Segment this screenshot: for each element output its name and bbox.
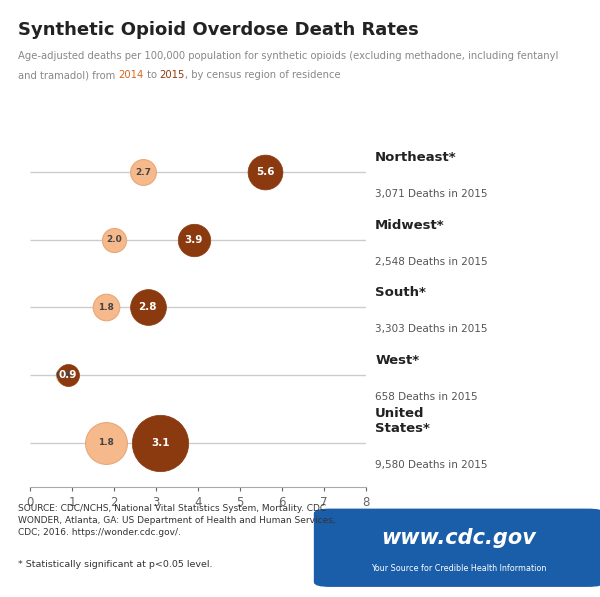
Text: 0.9: 0.9 — [59, 370, 77, 380]
Text: 9,580 Deaths in 2015: 9,580 Deaths in 2015 — [375, 460, 488, 469]
Text: 2.0: 2.0 — [106, 235, 122, 244]
Point — [101, 438, 110, 447]
Point — [63, 370, 73, 380]
Point — [143, 303, 152, 312]
Text: South*: South* — [375, 287, 426, 299]
Point — [155, 438, 165, 447]
Text: 1.8: 1.8 — [98, 438, 113, 447]
Text: 2,548 Deaths in 2015: 2,548 Deaths in 2015 — [375, 257, 488, 267]
Text: West*: West* — [375, 354, 419, 367]
Text: SOURCE: CDC/NCHS, National Vital Statistics System, Mortality. CDC
WONDER, Atlan: SOURCE: CDC/NCHS, National Vital Statist… — [18, 504, 335, 537]
Text: 1.8: 1.8 — [98, 303, 113, 312]
Text: 2014: 2014 — [118, 70, 143, 81]
Text: 3.9: 3.9 — [185, 235, 203, 245]
Text: www.cdc.gov: www.cdc.gov — [382, 528, 536, 548]
Text: Your Source for Credible Health Information: Your Source for Credible Health Informat… — [371, 564, 547, 573]
Text: to: to — [143, 70, 160, 81]
Text: 0.8: 0.8 — [56, 371, 71, 380]
Text: 2015: 2015 — [160, 70, 185, 81]
Point — [139, 168, 148, 177]
Text: 3.1: 3.1 — [151, 438, 169, 448]
Text: 658 Deaths in 2015: 658 Deaths in 2015 — [375, 392, 478, 402]
Point — [189, 235, 199, 245]
Text: 3,303 Deaths in 2015: 3,303 Deaths in 2015 — [375, 324, 488, 334]
Text: Northeast*: Northeast* — [375, 151, 457, 164]
Point — [109, 235, 119, 245]
FancyBboxPatch shape — [314, 509, 600, 586]
Text: Midwest*: Midwest* — [375, 219, 445, 232]
Text: Age-adjusted deaths per 100,000 population for synthetic opioids (excluding meth: Age-adjusted deaths per 100,000 populati… — [18, 51, 559, 61]
Point — [59, 370, 68, 380]
Point — [101, 303, 110, 312]
Text: * Statistically significant at p<0.05 level.: * Statistically significant at p<0.05 le… — [18, 560, 212, 569]
Text: Synthetic Opioid Overdose Death Rates: Synthetic Opioid Overdose Death Rates — [18, 21, 419, 39]
Text: United
States*: United States* — [375, 407, 430, 435]
Text: and tramadol) from: and tramadol) from — [18, 70, 118, 81]
Text: 5.6: 5.6 — [256, 167, 274, 177]
Text: 2.7: 2.7 — [136, 168, 151, 177]
Text: , by census region of residence: , by census region of residence — [185, 70, 341, 81]
Point — [260, 168, 270, 177]
Text: 2.8: 2.8 — [139, 303, 157, 312]
Text: 3,071 Deaths in 2015: 3,071 Deaths in 2015 — [375, 189, 488, 199]
